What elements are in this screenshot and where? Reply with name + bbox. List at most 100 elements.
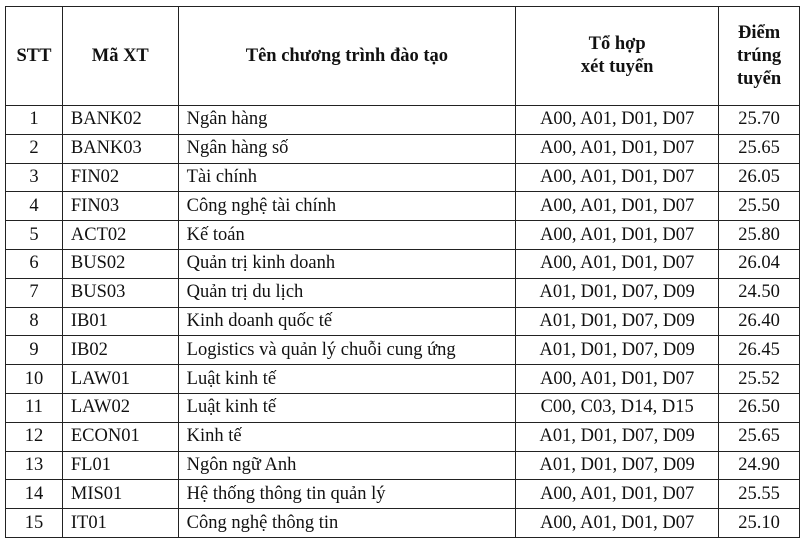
table-row: 1 BANK02 Ngân hàng A00, A01, D01, D07 25.70 — [5, 105, 800, 135]
table-row: 12 ECON01 Kinh tế A01, D01, D07, D09 25.65 — [5, 421, 800, 452]
cell-score: 25.70 — [718, 105, 800, 135]
cell-score: 25.50 — [718, 191, 800, 222]
cell-program: Hệ thống thông tin quản lý — [177, 479, 517, 510]
cell-code: BUS03 — [61, 277, 179, 308]
header-score-line: Điểm — [738, 22, 781, 43]
cell-stt: 1 — [5, 105, 63, 135]
cell-stt: 9 — [5, 335, 63, 366]
cell-stt: 11 — [5, 392, 63, 423]
header-score-line: trúng — [736, 45, 782, 66]
cell-program: Tài chính — [177, 162, 517, 193]
cell-combination: A00, A01, D01, D07 — [515, 508, 720, 538]
cell-program: Quản trị du lịch — [177, 277, 517, 308]
cell-score: 24.50 — [718, 277, 800, 308]
table-row: 3 FIN02 Tài chính A00, A01, D01, D07 26.05 — [5, 162, 800, 193]
cell-program: Luật kinh tế — [177, 364, 517, 394]
cell-code: BANK02 — [61, 105, 179, 135]
cell-score: 26.40 — [718, 306, 800, 337]
cell-score: 25.52 — [718, 364, 800, 394]
cell-program: Kinh doanh quốc tế — [177, 306, 517, 337]
header-score: Điểm trúng tuyển — [718, 6, 800, 106]
cell-code: IB02 — [61, 335, 179, 366]
cell-combination: A01, D01, D07, D09 — [515, 306, 720, 337]
admission-scores-table: STT Mã XT Tên chương trình đào tạo Tổ hợ… — [5, 6, 800, 538]
cell-stt: 7 — [5, 277, 63, 308]
cell-stt: 5 — [5, 220, 63, 250]
cell-code: IT01 — [61, 508, 179, 538]
table-row: 5 ACT02 Kế toán A00, A01, D01, D07 25.80 — [5, 220, 800, 250]
cell-score: 25.10 — [718, 508, 800, 538]
cell-code: FIN02 — [61, 162, 179, 193]
table-row: 11 LAW02 Luật kinh tế C00, C03, D14, D15 26.… — [5, 392, 800, 423]
cell-score: 25.65 — [718, 133, 800, 164]
cell-combination: A00, A01, D01, D07 — [515, 364, 720, 394]
cell-code: FL01 — [61, 450, 179, 481]
cell-combination: A01, D01, D07, D09 — [515, 450, 720, 481]
cell-stt: 3 — [5, 162, 63, 193]
cell-code: ACT02 — [61, 220, 179, 250]
table-row: 6 BUS02 Quản trị kinh doanh A00, A01, D01, … — [5, 248, 800, 279]
table-row: 10 LAW01 Luật kinh tế A00, A01, D01, D07 25.… — [5, 364, 800, 394]
cell-score: 25.65 — [718, 421, 800, 452]
cell-program: Kế toán — [177, 220, 517, 250]
cell-stt: 15 — [5, 508, 63, 538]
cell-code: BUS02 — [61, 248, 179, 279]
cell-program: Luật kinh tế — [177, 392, 517, 423]
cell-combination: A00, A01, D01, D07 — [515, 162, 720, 193]
cell-program: Logistics và quản lý chuỗi cung ứng — [177, 335, 517, 366]
cell-code: BANK03 — [61, 133, 179, 164]
cell-score: 25.80 — [718, 220, 800, 250]
cell-stt: 6 — [5, 248, 63, 279]
cell-combination: A00, A01, D01, D07 — [515, 133, 720, 164]
table-row: 7 BUS03 Quản trị du lịch A01, D01, D07, D09… — [5, 277, 800, 308]
cell-combination: A01, D01, D07, D09 — [515, 421, 720, 452]
table-row: 8 IB01 Kinh doanh quốc tế A01, D01, D07, D0… — [5, 306, 800, 337]
header-combination-line: xét tuyển — [580, 57, 654, 77]
cell-program: Ngân hàng — [177, 105, 517, 135]
cell-score: 26.04 — [718, 248, 800, 279]
header-stt: STT — [5, 6, 63, 106]
cell-program: Ngôn ngữ Anh — [177, 450, 517, 481]
cell-combination: A01, D01, D07, D09 — [515, 277, 720, 308]
cell-score: 26.45 — [718, 335, 800, 366]
header-program: Tên chương trình đào tạo — [177, 6, 517, 106]
cell-combination: A00, A01, D01, D07 — [515, 105, 720, 135]
cell-code: LAW01 — [61, 364, 179, 394]
cell-combination: A01, D01, D07, D09 — [515, 335, 720, 366]
cell-program: Quản trị kinh doanh — [177, 248, 517, 279]
cell-program: Ngân hàng số — [177, 133, 517, 164]
header-combination: Tổ hợp xét tuyển — [515, 6, 720, 106]
cell-stt: 10 — [5, 364, 63, 394]
cell-code: FIN03 — [61, 191, 179, 222]
cell-combination: A00, A01, D01, D07 — [515, 248, 720, 279]
cell-code: IB01 — [61, 306, 179, 337]
table-row: 15 IT01 Công nghệ thông tin A00, A01, D01, … — [5, 508, 800, 538]
cell-stt: 4 — [5, 191, 63, 222]
cell-combination: C00, C03, D14, D15 — [515, 392, 720, 423]
table-row: 9 IB02 Logistics và quản lý chuỗi cung ứng… — [5, 335, 800, 366]
cell-program: Công nghệ thông tin — [177, 508, 517, 538]
cell-code: ECON01 — [61, 421, 179, 452]
header-code: Mã XT — [61, 6, 179, 106]
cell-score: 26.50 — [718, 392, 800, 423]
header-row: STT Mã XT Tên chương trình đào tạo Tổ hợ… — [5, 6, 800, 106]
cell-score: 25.55 — [718, 479, 800, 510]
cell-score: 26.05 — [718, 162, 800, 193]
table-row: 14 MIS01 Hệ thống thông tin quản lý A00, A0… — [5, 479, 800, 510]
cell-combination: A00, A01, D01, D07 — [515, 220, 720, 250]
cell-stt: 13 — [5, 450, 63, 481]
cell-code: LAW02 — [61, 392, 179, 423]
header-score-line: tuyển — [736, 68, 782, 89]
table-row: 2 BANK03 Ngân hàng số A00, A01, D01, D07 25.… — [5, 133, 800, 164]
cell-code: MIS01 — [61, 479, 179, 510]
header-combination-line: Tổ hợp — [588, 34, 646, 54]
cell-stt: 2 — [5, 133, 63, 164]
cell-combination: A00, A01, D01, D07 — [515, 191, 720, 222]
table-row: 4 FIN03 Công nghệ tài chính A00, A01, D01, … — [5, 191, 800, 222]
table-row: 13 FL01 Ngôn ngữ Anh A01, D01, D07, D09 24.9… — [5, 450, 800, 481]
cell-combination: A00, A01, D01, D07 — [515, 479, 720, 510]
cell-program: Kinh tế — [177, 421, 517, 452]
cell-stt: 12 — [5, 421, 63, 452]
cell-stt: 14 — [5, 479, 63, 510]
cell-score: 24.90 — [718, 450, 800, 481]
